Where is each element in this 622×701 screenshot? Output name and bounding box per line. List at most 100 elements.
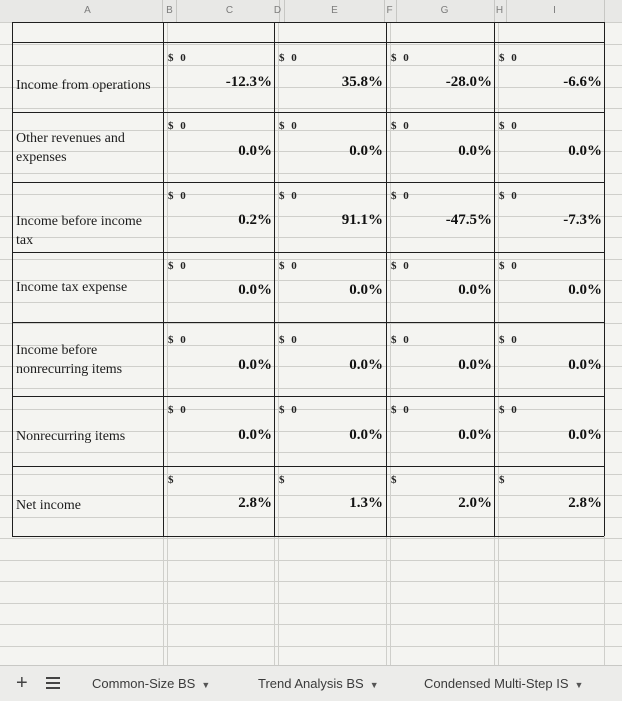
percent-cell[interactable]: 0.0%	[568, 357, 602, 373]
percent-cell[interactable]: 0.0%	[238, 143, 272, 159]
dollar-cell[interactable]: $ 0	[279, 404, 299, 416]
percent-cell[interactable]: 2.8%	[238, 495, 272, 511]
tab-label: Trend Analysis BS	[258, 676, 364, 691]
percent-cell[interactable]: 0.0%	[349, 143, 383, 159]
percent-cell[interactable]: 0.2%	[238, 212, 272, 228]
dollar-cell[interactable]: $ 0	[499, 52, 519, 64]
tab-label: Common-Size BS	[92, 676, 196, 691]
dollar-cell[interactable]: $ 0	[279, 120, 299, 132]
gridline	[0, 173, 622, 174]
dollar-cell[interactable]: $ 0	[168, 190, 188, 202]
dollar-cell[interactable]: $ 0	[391, 190, 411, 202]
row-label[interactable]: Income before nonrecurring items	[16, 343, 123, 377]
percent-cell[interactable]: 0.0%	[349, 427, 383, 443]
row-label[interactable]: Income tax expense	[16, 280, 128, 295]
percent-cell[interactable]: 35.8%	[341, 74, 383, 90]
table-border	[274, 22, 275, 536]
gridline	[0, 259, 622, 260]
percent-cell[interactable]: -28.0%	[445, 74, 492, 90]
dollar-cell[interactable]: $ 0	[391, 404, 411, 416]
dollar-cell[interactable]: $ 0	[168, 334, 188, 346]
dollar-cell[interactable]: $ 0	[499, 404, 519, 416]
table-border	[386, 22, 387, 536]
dollar-cell[interactable]: $ 0	[499, 120, 519, 132]
percent-cell[interactable]: 0.0%	[458, 427, 492, 443]
percent-cell[interactable]: 0.0%	[349, 357, 383, 373]
dollar-cell[interactable]: $ 0	[279, 260, 299, 272]
dollar-cell[interactable]: $ 0	[168, 404, 188, 416]
tab-trend-analysis-bs[interactable]: Trend Analysis BS ▼	[258, 676, 379, 691]
tab-common-size-bs[interactable]: Common-Size BS ▼	[92, 676, 210, 691]
dollar-cell[interactable]: $ 0	[279, 190, 299, 202]
dollar-cell[interactable]: $ 0	[391, 52, 411, 64]
percent-cell[interactable]: 0.0%	[458, 357, 492, 373]
dollar-cell[interactable]: $	[499, 474, 507, 486]
table-border	[12, 466, 604, 467]
row-label[interactable]: Income before income tax	[16, 214, 142, 248]
row-label[interactable]: Net income	[16, 498, 81, 513]
column-header-g[interactable]: G	[395, 0, 495, 22]
dollar-cell[interactable]: $ 0	[168, 260, 188, 272]
chevron-down-icon: ▼	[369, 680, 379, 690]
dollar-cell[interactable]: $ 0	[499, 334, 519, 346]
percent-cell[interactable]: -12.3%	[225, 74, 272, 90]
column-header-i[interactable]: I	[505, 0, 605, 22]
column-header-e[interactable]: E	[285, 0, 385, 22]
percent-cell[interactable]: 0.0%	[458, 282, 492, 298]
gridline	[0, 538, 622, 539]
column-header-d[interactable]: D	[271, 0, 285, 22]
percent-cell[interactable]: -6.6%	[563, 74, 602, 90]
add-sheet-button[interactable]: +	[16, 672, 28, 694]
gridline	[0, 474, 622, 475]
column-header-b[interactable]: B	[163, 0, 177, 22]
percent-cell[interactable]: 0.0%	[238, 427, 272, 443]
percent-cell[interactable]: 2.0%	[458, 495, 492, 511]
dollar-cell[interactable]: $	[279, 474, 287, 486]
percent-cell[interactable]: 91.1%	[341, 212, 383, 228]
dollar-cell[interactable]: $ 0	[168, 120, 188, 132]
percent-cell[interactable]: 2.8%	[568, 495, 602, 511]
column-header-c[interactable]: C	[180, 0, 280, 22]
gridline	[0, 409, 622, 410]
gridline	[167, 22, 168, 665]
percent-cell[interactable]: 0.0%	[568, 427, 602, 443]
dollar-cell[interactable]: $ 0	[168, 52, 188, 64]
row-label[interactable]: Income from operations	[16, 78, 151, 93]
gridline	[0, 388, 622, 389]
gridline	[0, 624, 622, 625]
dollar-cell[interactable]: $ 0	[391, 260, 411, 272]
percent-cell[interactable]: -7.3%	[563, 212, 602, 228]
gridline	[0, 603, 622, 604]
table-border	[12, 396, 604, 397]
column-header-a[interactable]: A	[13, 0, 163, 22]
gridline	[0, 323, 622, 324]
column-header-h[interactable]: H	[493, 0, 507, 22]
dollar-cell[interactable]: $ 0	[279, 334, 299, 346]
percent-cell[interactable]: 0.0%	[568, 143, 602, 159]
percent-cell[interactable]: -47.5%	[445, 212, 492, 228]
dollar-cell[interactable]: $	[168, 474, 176, 486]
tab-label: Condensed Multi-Step IS	[424, 676, 569, 691]
dollar-cell[interactable]: $ 0	[499, 260, 519, 272]
dollar-cell[interactable]: $ 0	[499, 190, 519, 202]
dollar-cell[interactable]: $ 0	[279, 52, 299, 64]
gridline	[0, 495, 622, 496]
gridline	[0, 581, 622, 582]
dollar-cell[interactable]: $ 0	[391, 334, 411, 346]
percent-cell[interactable]: 1.3%	[349, 495, 383, 511]
row-label[interactable]: Other revenues and expenses	[16, 131, 125, 165]
all-sheets-menu-icon[interactable]	[46, 677, 60, 689]
table-border	[12, 252, 604, 253]
table-border	[494, 22, 495, 536]
percent-cell[interactable]: 0.0%	[349, 282, 383, 298]
row-label[interactable]: Nonrecurring items	[16, 429, 126, 444]
column-header-f[interactable]: F	[383, 0, 397, 22]
tab-condensed-multi-step-is[interactable]: Condensed Multi-Step IS ▼	[424, 676, 583, 691]
percent-cell[interactable]: 0.0%	[458, 143, 492, 159]
dollar-cell[interactable]: $ 0	[391, 120, 411, 132]
percent-cell[interactable]: 0.0%	[238, 357, 272, 373]
percent-cell[interactable]: 0.0%	[568, 282, 602, 298]
percent-cell[interactable]: 0.0%	[238, 282, 272, 298]
dollar-cell[interactable]: $	[391, 474, 399, 486]
